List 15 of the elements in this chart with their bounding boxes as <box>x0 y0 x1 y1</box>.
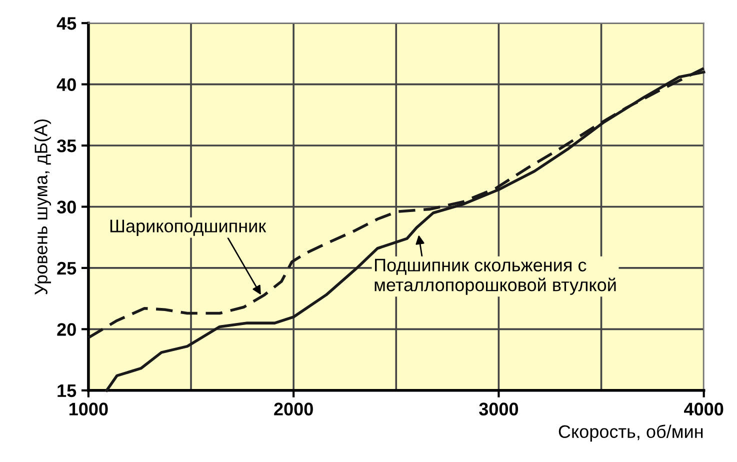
annotation: Шарикоподшипник <box>110 220 266 236</box>
y-tick-label: 45 <box>56 17 76 30</box>
x-tick-label: 2000 <box>274 402 313 416</box>
x-tick-label: 4000 <box>684 402 724 416</box>
y-tick-label: 15 <box>58 384 76 398</box>
y-tick-label: 40 <box>56 78 76 92</box>
x-tick-label: 3000 <box>479 402 518 416</box>
y-tick-label: 35 <box>56 139 76 152</box>
annotation: Подшипник скольжения с металлопорошковой втулкой <box>374 258 616 295</box>
x-axis-title: Скорость, об/мин <box>558 424 703 442</box>
y-tick-label: 20 <box>57 323 76 336</box>
y-tick-label: 25 <box>57 262 76 275</box>
y-axis-title: Уровень шума, дБ(А) <box>34 119 51 295</box>
x-tick-label: 1000 <box>69 402 108 416</box>
y-tick-label: 30 <box>56 200 76 214</box>
